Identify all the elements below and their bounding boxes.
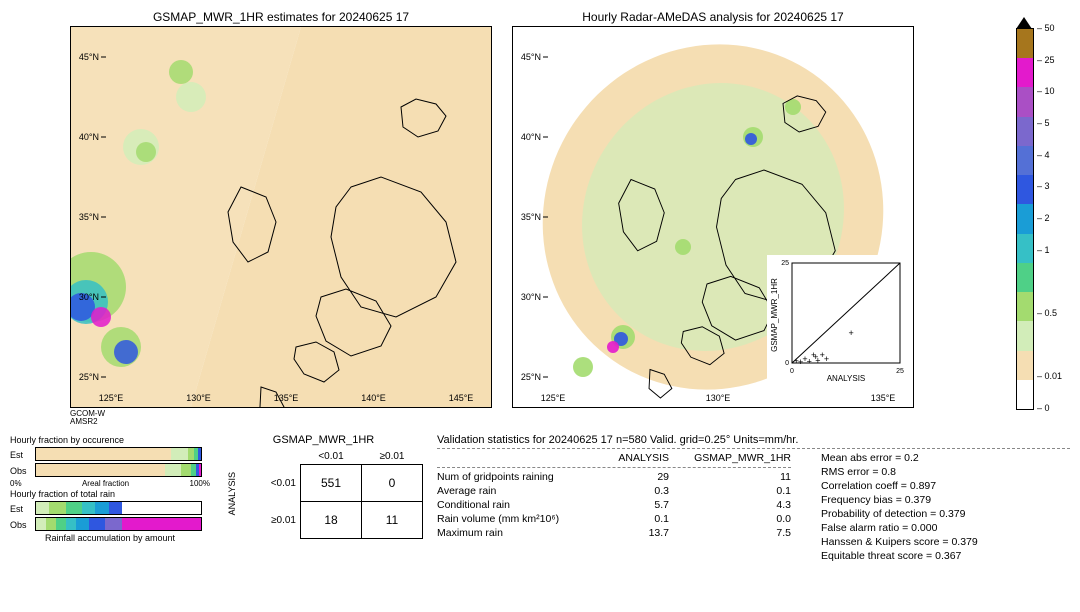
pct-left: 0% <box>10 479 22 488</box>
occ-est-bar <box>35 447 202 461</box>
svg-text:25°N: 25°N <box>79 372 99 382</box>
contingency-table: <0.01≥0.01 <0.015510 ≥0.011811 <box>237 448 423 539</box>
metric-row: Equitable threat score = 0.367 <box>821 549 978 563</box>
left-map-title: GSMAP_MWR_1HR estimates for 20240625 17 <box>70 10 492 24</box>
svg-text:140°E: 140°E <box>361 393 386 403</box>
colorbar: – 50– 25– 10– 5– 4– 3– 2– 1– 0.5– 0.01– … <box>1016 28 1066 408</box>
svg-text:130°E: 130°E <box>706 393 731 403</box>
obs-label: Obs <box>10 466 32 476</box>
svg-text:40°N: 40°N <box>521 132 541 142</box>
contingency-side: ANALYSIS <box>224 472 237 515</box>
svg-text:45°N: 45°N <box>79 52 99 62</box>
ct-cell-01: 0 <box>362 465 423 502</box>
colorbar-swatches <box>1016 28 1034 410</box>
stat-row: Num of gridpoints raining2911 <box>437 470 791 484</box>
svg-text:25°N: 25°N <box>521 372 541 382</box>
areal-label: Areal fraction <box>82 479 129 488</box>
colorbar-ticks: – 50– 25– 10– 5– 4– 3– 2– 1– 0.5– 0.01– … <box>1034 28 1064 408</box>
svg-text:130°E: 130°E <box>186 393 211 403</box>
metric-row: Mean abs error = 0.2 <box>821 451 978 465</box>
metric-row: False alarm ratio = 0.000 <box>821 521 978 535</box>
left-map-panel: GSMAP_MWR_1HR estimates for 20240625 17 … <box>70 10 492 426</box>
map-row: GSMAP_MWR_1HR estimates for 20240625 17 … <box>10 10 1070 426</box>
ct-cell-00: 551 <box>301 465 362 502</box>
svg-text:45°N: 45°N <box>521 52 541 62</box>
svg-text:ANALYSIS: ANALYSIS <box>827 374 866 383</box>
stats-title: Validation statistics for 20240625 17 n=… <box>437 434 1070 446</box>
metric-row: Frequency bias = 0.379 <box>821 493 978 507</box>
right-map-panel: Hourly Radar-AMeDAS analysis for 2024062… <box>512 10 914 426</box>
obs-label2: Obs <box>10 520 32 530</box>
svg-text:+: + <box>849 328 854 338</box>
stats-metrics: Mean abs error = 0.2RMS error = 0.8Corre… <box>821 451 978 563</box>
svg-text:125°E: 125°E <box>541 393 566 403</box>
stat-row: Rain volume (mm km²10⁶)0.10.0 <box>437 512 791 526</box>
metric-row: Hanssen & Kuipers score = 0.379 <box>821 535 978 549</box>
svg-text:35°N: 35°N <box>79 212 99 222</box>
metric-row: Correlation coeff = 0.897 <box>821 479 978 493</box>
svg-text:0: 0 <box>785 360 789 367</box>
bottom-row: Hourly fraction by occurence Est Obs 0% A… <box>10 434 1070 563</box>
stats-block: Validation statistics for 20240625 17 n=… <box>437 434 1070 563</box>
svg-text:135°E: 135°E <box>871 393 896 403</box>
svg-text:40°N: 40°N <box>79 132 99 142</box>
accum-title: Rainfall accumulation by amount <box>10 533 210 543</box>
occ-title: Hourly fraction by occurence <box>10 435 210 445</box>
stat-row: Average rain0.30.1 <box>437 484 791 498</box>
divider <box>437 448 1070 449</box>
metric-row: RMS error = 0.8 <box>821 465 978 479</box>
rain-est-bar <box>35 501 202 515</box>
svg-text:35°N: 35°N <box>521 212 541 222</box>
svg-text:GSMAP_MWR_1HR: GSMAP_MWR_1HR <box>770 278 779 352</box>
col-a: ANALYSIS <box>609 452 669 464</box>
stats-table: ANALYSIS GSMAP_MWR_1HR Num of gridpoints … <box>437 451 791 563</box>
ct-cell-10: 18 <box>301 502 362 539</box>
stat-row: Conditional rain5.74.3 <box>437 498 791 512</box>
fraction-block: Hourly fraction by occurence Est Obs 0% A… <box>10 434 210 545</box>
right-map: Provided by JWA/JMA 45°N40°N35°N30°N25°N… <box>512 26 914 408</box>
svg-text:125°E: 125°E <box>99 393 124 403</box>
est-label: Est <box>10 450 32 460</box>
pct-right: 100% <box>190 479 210 488</box>
svg-text:25: 25 <box>896 368 904 375</box>
svg-text:30°N: 30°N <box>521 292 541 302</box>
ct-row1: <0.01 <box>237 465 301 502</box>
rain-obs-bar <box>35 517 202 531</box>
metric-row: Probability of detection = 0.379 <box>821 507 978 521</box>
svg-text:0: 0 <box>790 368 794 375</box>
contingency-title: GSMAP_MWR_1HR <box>224 434 423 446</box>
svg-text:+: + <box>824 354 829 364</box>
inset-scatter: ++++++++++ANALYSISGSMAP_MWR_1HR002525 <box>767 255 907 385</box>
ct-row2: ≥0.01 <box>237 502 301 539</box>
svg-text:30°N: 30°N <box>79 292 99 302</box>
left-map: 45°N 40°N 35°N 30°N 25°N 125°E 130°E 135°E 140°E… <box>70 26 492 408</box>
ct-cell-11: 11 <box>362 502 423 539</box>
left-map-source: GCOM-W AMSR2 <box>70 410 492 426</box>
est-label2: Est <box>10 504 32 514</box>
svg-text:135°E: 135°E <box>274 393 299 403</box>
svg-text:25: 25 <box>781 260 789 267</box>
ct-col1: <0.01 <box>301 448 362 465</box>
svg-text:145°E: 145°E <box>449 393 474 403</box>
right-map-title: Hourly Radar-AMeDAS analysis for 2024062… <box>512 10 914 24</box>
ct-col2: ≥0.01 <box>362 448 423 465</box>
contingency-block: GSMAP_MWR_1HR ANALYSIS <0.01≥0.01 <0.015… <box>224 434 423 539</box>
stat-row: Maximum rain13.77.5 <box>437 526 791 540</box>
colorbar-arrow-icon <box>1016 17 1032 29</box>
occ-obs-bar <box>35 463 202 477</box>
col-b: GSMAP_MWR_1HR <box>681 452 791 464</box>
rain-title: Hourly fraction of total rain <box>10 489 210 499</box>
